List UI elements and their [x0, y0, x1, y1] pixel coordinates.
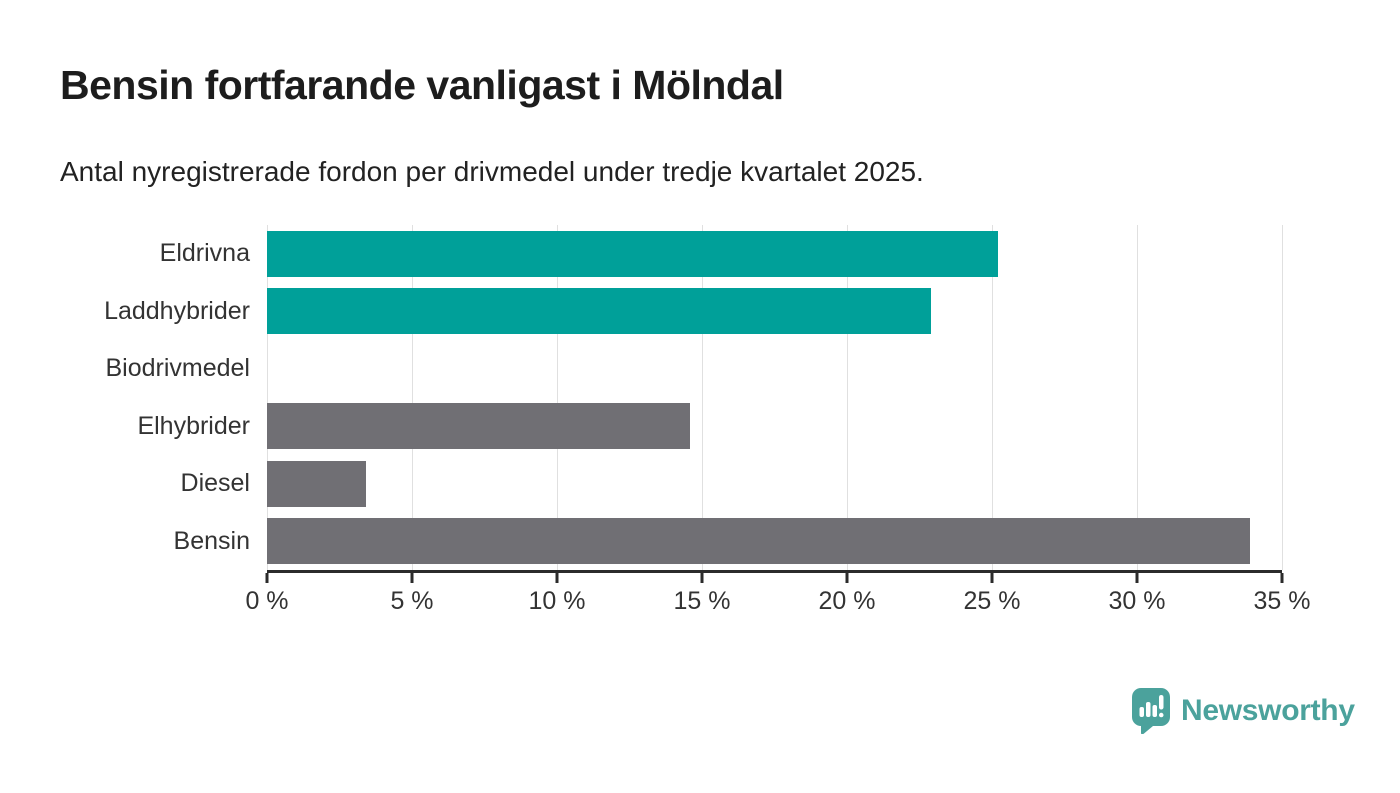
bar-track: [267, 403, 1282, 450]
bar-row: Laddhybrider: [0, 283, 1282, 341]
axis-tick: [1135, 573, 1139, 583]
axis-tick: [265, 573, 269, 583]
category-label-bensin: Bensin: [173, 526, 250, 555]
gridline: [1137, 225, 1138, 570]
axis-tick-label: 20 %: [818, 587, 876, 615]
axis-tick-label: 15 %: [673, 587, 731, 615]
axis-tick: [700, 573, 704, 583]
gridline: [702, 225, 703, 570]
bar-row: Biodrivmedel: [0, 340, 1282, 398]
gridline: [992, 225, 993, 570]
bar-eldrivna: [267, 230, 998, 277]
axis-tick: [1280, 573, 1284, 583]
bar-track: [267, 460, 1282, 507]
bar-rows: Eldrivna Laddhybrider Biodrivmedel Elhybrid…: [0, 225, 1282, 570]
bar-row: Bensin: [0, 513, 1282, 571]
axis-tick-label: 10 %: [528, 587, 586, 615]
axis-tick-label: 0 %: [245, 587, 289, 615]
gridline: [847, 225, 848, 570]
bar-row: Elhybrider: [0, 398, 1282, 456]
axis-tick-label: 35 %: [1253, 587, 1311, 615]
gridline: [1282, 225, 1283, 570]
gridline: [412, 225, 413, 570]
axis-tick-label: 25 %: [963, 587, 1021, 615]
bar-row: Diesel: [0, 455, 1282, 513]
category-label-diesel: Diesel: [180, 469, 250, 498]
chart-title: Bensin fortfarande vanligast i Mölndal: [60, 62, 784, 108]
bar-diesel: [267, 460, 366, 507]
gridlines-layer: [267, 225, 1283, 570]
bar-row: Eldrivna: [0, 225, 1282, 283]
category-label-elhybrider: Elhybrider: [137, 411, 250, 440]
axis-tick-label: 30 %: [1108, 587, 1166, 615]
bar-track: [267, 518, 1282, 565]
bar-track: [267, 230, 1282, 277]
axis-tick: [845, 573, 849, 583]
bar-elhybrider: [267, 403, 691, 450]
gridline: [557, 225, 558, 570]
bar-laddhybrider: [267, 288, 932, 335]
axis-tick: [410, 573, 414, 583]
newsworthy-logo: Newsworthy: [1132, 688, 1355, 734]
newsworthy-logo-text: Newsworthy: [1181, 694, 1355, 727]
category-label-eldrivna: Eldrivna: [159, 239, 250, 268]
gridline: [267, 225, 268, 570]
axis-tick: [990, 573, 994, 583]
bar-track: [267, 288, 1282, 335]
bar-track: [267, 346, 1282, 392]
chart-subtitle: Antal nyregistrerade fordon per drivmede…: [60, 156, 924, 187]
axis-tick: [555, 573, 559, 583]
axis-tick-label: 5 %: [390, 587, 434, 615]
x-axis: 0 % 5 % 10 % 15 % 20 % 25 % 30 % 35 %: [245, 570, 1310, 623]
category-label-biodrivmedel: Biodrivmedel: [105, 354, 250, 383]
bar-chart-plot: Eldrivna Laddhybrider Biodrivmedel Elhybrid…: [0, 225, 1283, 570]
category-label-laddhybrider: Laddhybrider: [104, 296, 250, 325]
bar-bensin: [267, 518, 1251, 565]
bar-chart-speech-bubble-icon: [1132, 688, 1170, 734]
